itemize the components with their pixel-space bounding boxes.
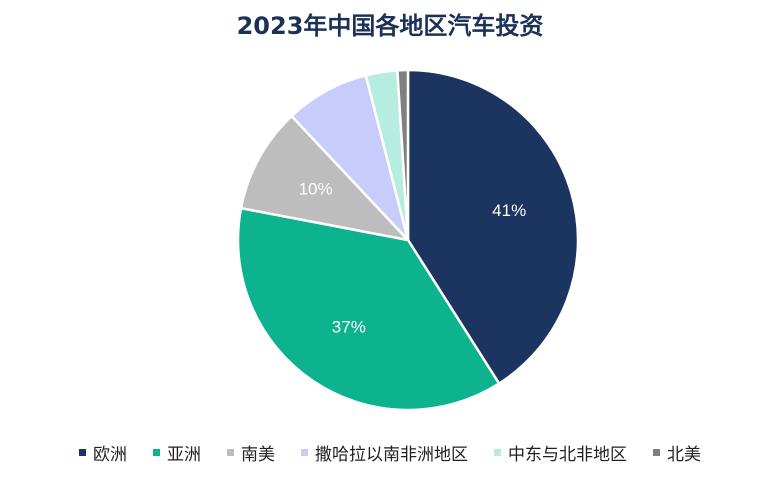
- pie-slice-5: [396, 68, 410, 242]
- pie-slice-1: [236, 206, 501, 412]
- legend-swatch-5: [653, 449, 660, 456]
- legend-item-1: 亚洲: [153, 440, 201, 465]
- legend-label-1: 亚洲: [167, 445, 201, 465]
- data-label-1: 37%: [332, 318, 366, 337]
- legend-swatch-4: [494, 449, 501, 456]
- legend-label-2: 南美: [241, 445, 275, 465]
- legend-item-2: 南美: [227, 440, 275, 465]
- legend-item-4: 中东与北非地区: [494, 440, 627, 465]
- pie-data-labels: 41% 37% 10%: [299, 180, 527, 337]
- legend-item-3: 撒哈拉以南非洲地区: [301, 440, 468, 465]
- legend-label-5: 北美: [667, 445, 701, 465]
- legend-label-0: 欧洲: [93, 445, 127, 465]
- pie-slice-2: [239, 114, 410, 242]
- legend-swatch-0: [79, 449, 86, 456]
- pie-slices: [236, 68, 580, 412]
- data-label-2: 10%: [299, 180, 333, 199]
- legend-item-5: 北美: [653, 440, 701, 465]
- legend-label-4: 中东与北非地区: [508, 445, 627, 465]
- legend-label-3: 撒哈拉以南非洲地区: [315, 445, 468, 465]
- chart-title: 2023年中国各地区汽车投资: [236, 12, 544, 40]
- legend-item-0: 欧洲: [79, 440, 127, 465]
- legend-swatch-2: [227, 449, 234, 456]
- legend-swatch-1: [153, 449, 160, 456]
- data-label-0: 41%: [492, 201, 526, 220]
- legend: 欧洲 亚洲 南美 撒哈拉以南非洲地区 中东与北非地区 北美: [0, 440, 780, 465]
- legend-swatch-3: [301, 449, 308, 456]
